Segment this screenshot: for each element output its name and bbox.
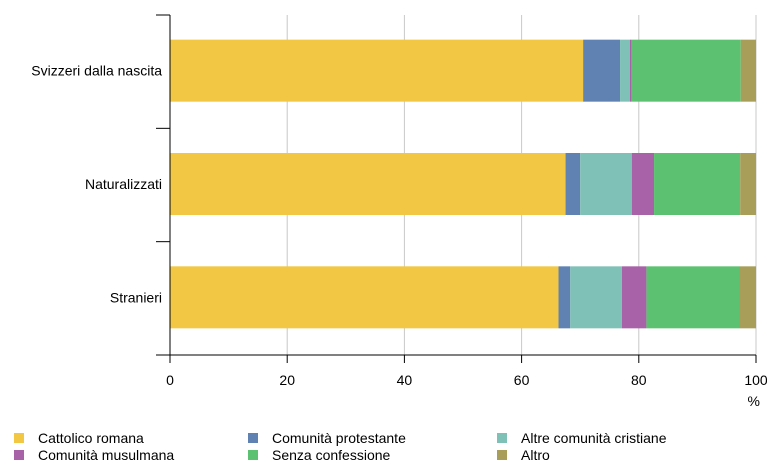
legend-item: Altro — [497, 447, 550, 463]
legend-swatch — [14, 433, 24, 443]
bar-segment — [170, 40, 583, 102]
x-tick-label: 60 — [514, 372, 530, 388]
bar-segment — [580, 153, 632, 215]
bar-segment — [170, 266, 559, 328]
legend-swatch — [497, 433, 507, 443]
legend-swatch — [497, 450, 507, 460]
bar-segment — [622, 266, 647, 328]
x-tick-label: 100 — [744, 372, 767, 388]
category-label: Stranieri — [110, 289, 162, 305]
bar-segment — [654, 153, 740, 215]
x-tick-label: 20 — [279, 372, 295, 388]
legend-swatch — [248, 450, 258, 460]
bar-segment — [583, 40, 620, 102]
legend-label: Comunità protestante — [272, 430, 406, 446]
x-axis-unit: % — [748, 393, 760, 409]
legend-item: Altre comunità cristiane — [497, 430, 667, 446]
legend-label: Senza confessione — [272, 447, 390, 463]
category-label: Svizzeri dalla nascita — [31, 63, 162, 79]
bar-segment — [620, 40, 630, 102]
bar-segment — [170, 153, 566, 215]
legend-item: Comunità musulmana — [14, 447, 174, 463]
category-label: Naturalizzati — [85, 176, 162, 192]
x-tick-label: 0 — [166, 372, 174, 388]
legend-item: Comunità protestante — [248, 430, 406, 446]
legend-label: Cattolico romana — [38, 430, 144, 446]
x-tick-label: 80 — [631, 372, 647, 388]
bar-segment — [632, 153, 654, 215]
bar-segment — [739, 266, 756, 328]
legend-swatch — [248, 433, 258, 443]
x-tick-label: 40 — [397, 372, 413, 388]
bar-segment — [559, 266, 571, 328]
bar-segment — [630, 40, 632, 102]
legend-item: Senza confessione — [248, 447, 390, 463]
legend-label: Comunità musulmana — [38, 447, 174, 463]
bar-segment — [741, 40, 756, 102]
legend-label: Altro — [521, 447, 550, 463]
legend-item: Cattolico romana — [14, 430, 144, 446]
bar-segment — [632, 40, 741, 102]
bar-segment — [566, 153, 581, 215]
bar-segment — [740, 153, 756, 215]
bar-segment — [646, 266, 739, 328]
legend-label: Altre comunità cristiane — [521, 430, 667, 446]
bar-segment — [570, 266, 622, 328]
legend-swatch — [14, 450, 24, 460]
